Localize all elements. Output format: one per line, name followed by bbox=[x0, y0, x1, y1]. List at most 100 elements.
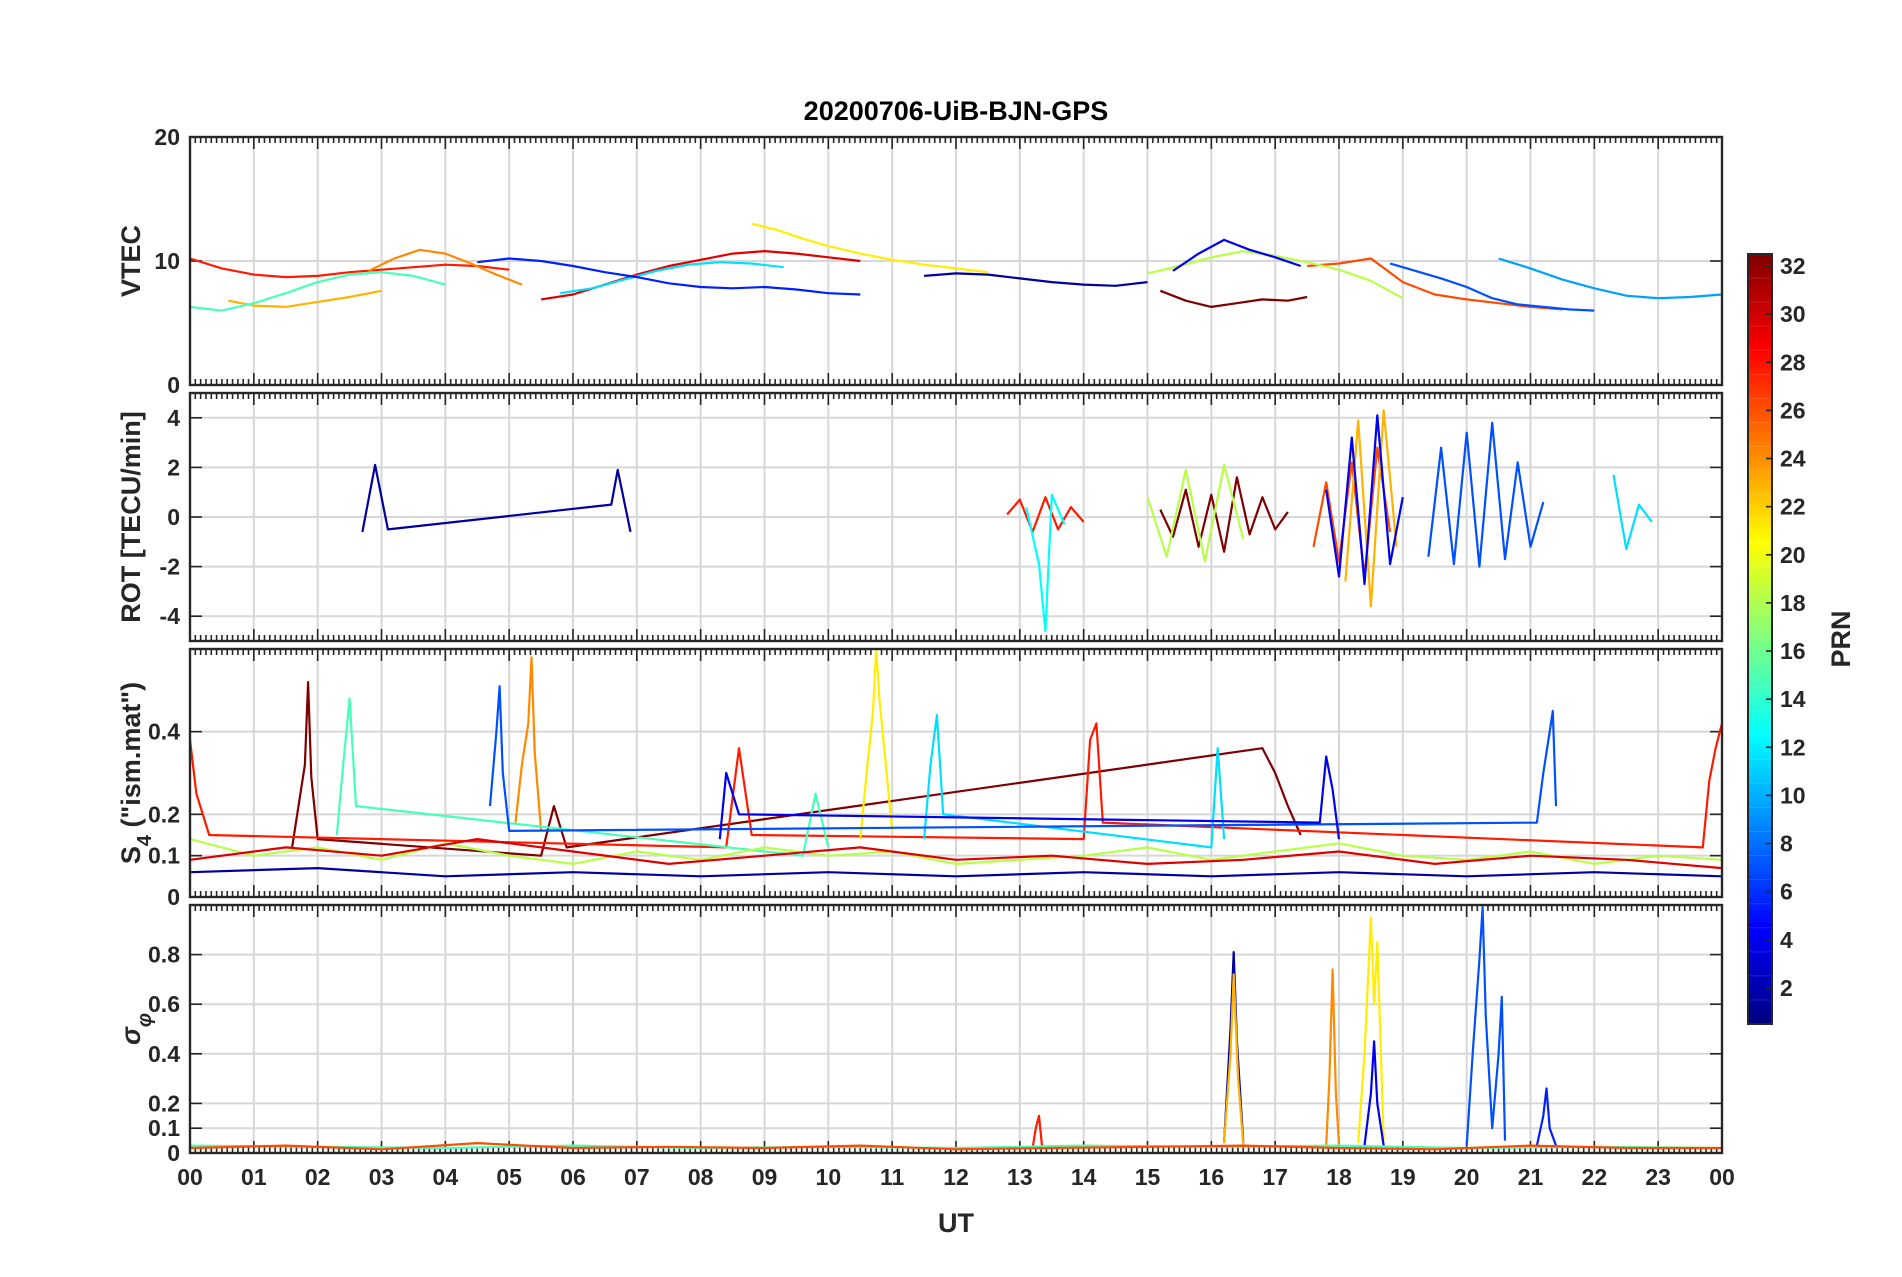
panel-frame bbox=[188, 135, 1724, 387]
x-tick-label: 17 bbox=[1262, 1164, 1288, 1190]
colorbar-label: PRN bbox=[1826, 610, 1856, 667]
series-line-prn-3 bbox=[718, 755, 1341, 840]
colorbar-tick-label: 6 bbox=[1780, 879, 1793, 905]
series-line-prn-28 bbox=[1006, 496, 1085, 534]
colorbar-tick-label: 8 bbox=[1780, 831, 1793, 857]
x-tick-label: 10 bbox=[816, 1164, 842, 1190]
colorbar-tick-label: 2 bbox=[1780, 975, 1793, 1001]
colorbar-tick-label: 10 bbox=[1780, 782, 1806, 808]
series-line-prn-6 bbox=[1427, 421, 1545, 568]
x-tick-label: 15 bbox=[1135, 1164, 1161, 1190]
x-tick-label: 02 bbox=[305, 1164, 331, 1190]
series-line-prn-18 bbox=[1146, 463, 1245, 563]
series-line-prn-22 bbox=[1223, 973, 1245, 1146]
colorbar-tick-label: 16 bbox=[1780, 638, 1806, 664]
series-group bbox=[190, 222, 1722, 312]
colorbar-tick-label: 22 bbox=[1780, 494, 1806, 520]
series-line-prn-12 bbox=[560, 261, 784, 295]
colorbar-tick-label: 26 bbox=[1780, 397, 1806, 423]
x-tick-label: 00 bbox=[1709, 1164, 1735, 1190]
y-axis-title: ROT [TECU/min] bbox=[116, 411, 146, 622]
series-line-prn-28 bbox=[190, 722, 1722, 849]
panel-frame bbox=[188, 391, 1724, 643]
y-axis-title-subscript: φ bbox=[134, 1013, 156, 1027]
y-axis-title: σφ bbox=[116, 1013, 156, 1045]
y-tick-label: 0 bbox=[167, 372, 180, 398]
colorbar-tick-label: 18 bbox=[1780, 590, 1806, 616]
y-tick-label: 0.1 bbox=[148, 843, 180, 869]
series-line-prn-1 bbox=[361, 463, 632, 533]
x-tick-label: 12 bbox=[943, 1164, 969, 1190]
series-group bbox=[361, 409, 1653, 633]
panel-sigma_phi: 00.10.2 0.4 0.6 0.8 σφ 00 01 02 03 04 05 06 07 08 09 10… bbox=[116, 903, 1735, 1190]
series-line-prn-15 bbox=[190, 271, 446, 312]
colorbar-frame bbox=[1747, 253, 1773, 1025]
colorbar-tick-label: 4 bbox=[1780, 927, 1793, 953]
series-line-prn-29 bbox=[190, 837, 1722, 870]
y-tick-label: 4 bbox=[167, 405, 180, 431]
colorbar-tick-label: 12 bbox=[1780, 734, 1806, 760]
series-line-prn-14 bbox=[1025, 493, 1066, 633]
series-line-prn-31 bbox=[1159, 476, 1289, 553]
colorbar-tick-label: 32 bbox=[1780, 253, 1806, 279]
y-tick-label: 10 bbox=[154, 248, 180, 274]
series-line-prn-24 bbox=[1325, 968, 1341, 1146]
series-line-prn-20 bbox=[1357, 916, 1385, 1144]
y-axis-title: S4 ("ism.mat") bbox=[116, 682, 156, 864]
series-line-prn-6 bbox=[1465, 906, 1507, 1146]
x-tick-label: 22 bbox=[1582, 1164, 1608, 1190]
x-tick-label: 04 bbox=[433, 1164, 459, 1190]
series-line-prn-20 bbox=[859, 649, 894, 840]
series-line-prn-31 bbox=[291, 680, 1302, 857]
series-group bbox=[190, 906, 1722, 1151]
x-tick-label: 11 bbox=[880, 1164, 905, 1190]
panel-frame bbox=[188, 903, 1724, 1155]
x-tick-label: 06 bbox=[560, 1164, 586, 1190]
y-tick-label: 0.6 bbox=[148, 991, 180, 1017]
x-tick-label: 23 bbox=[1645, 1164, 1671, 1190]
colorbar-tick-label: 20 bbox=[1780, 542, 1806, 568]
x-tick-label: 16 bbox=[1199, 1164, 1225, 1190]
panel-rot: -4 -2 0 2 4 ROT [TECU/min] bbox=[116, 391, 1724, 643]
x-tick-label: 13 bbox=[1007, 1164, 1033, 1190]
x-tick-label: 19 bbox=[1390, 1164, 1416, 1190]
series-line-prn-12 bbox=[1612, 474, 1653, 551]
x-tick-label: 07 bbox=[624, 1164, 650, 1190]
series-line-prn-28 bbox=[1031, 1114, 1044, 1149]
y-axis-title-part: σ bbox=[116, 1026, 146, 1045]
colorbar-tick-label: 30 bbox=[1780, 301, 1806, 327]
series-line-prn-26 bbox=[1312, 446, 1392, 578]
series-line-prn-1 bbox=[190, 866, 1722, 878]
y-axis-title-part: S bbox=[116, 846, 146, 864]
series-line-prn-18 bbox=[190, 838, 1722, 866]
y-tick-label: 0 bbox=[167, 504, 180, 530]
y-axis-title: VTEC bbox=[116, 225, 146, 297]
figure-title: 20200706-UiB-BJN-GPS bbox=[804, 96, 1109, 126]
y-tick-label: 0.8 bbox=[148, 942, 180, 968]
series-line-prn-10 bbox=[1498, 257, 1722, 300]
series-line-prn-31 bbox=[1159, 289, 1308, 308]
x-tick-label: 14 bbox=[1071, 1164, 1097, 1190]
x-tick-label: 05 bbox=[496, 1164, 522, 1190]
series-group bbox=[190, 649, 1722, 878]
panel-frame bbox=[188, 647, 1724, 899]
series-line-prn-3 bbox=[1172, 238, 1302, 272]
series-line-prn-26 bbox=[190, 1141, 1722, 1151]
x-axis-title: UT bbox=[938, 1208, 974, 1238]
y-tick-label: -4 bbox=[160, 603, 181, 629]
series-line-prn-18 bbox=[1147, 250, 1404, 300]
x-tick-label: 20 bbox=[1454, 1164, 1480, 1190]
y-tick-label: -2 bbox=[160, 554, 180, 580]
series-line-prn-20 bbox=[751, 222, 989, 274]
colorbar-tick-label: 14 bbox=[1780, 686, 1806, 712]
panel-vtec: 0 10 20 VTEC bbox=[116, 124, 1724, 398]
y-tick-label: 0.2 bbox=[148, 801, 180, 827]
x-tick-label: 09 bbox=[752, 1164, 778, 1190]
x-tick-label: 01 bbox=[241, 1164, 267, 1190]
y-tick-label: 2 bbox=[167, 454, 180, 480]
series-line-prn-24 bbox=[514, 656, 543, 831]
y-axis-title-part: ("ism.mat") bbox=[116, 682, 146, 835]
